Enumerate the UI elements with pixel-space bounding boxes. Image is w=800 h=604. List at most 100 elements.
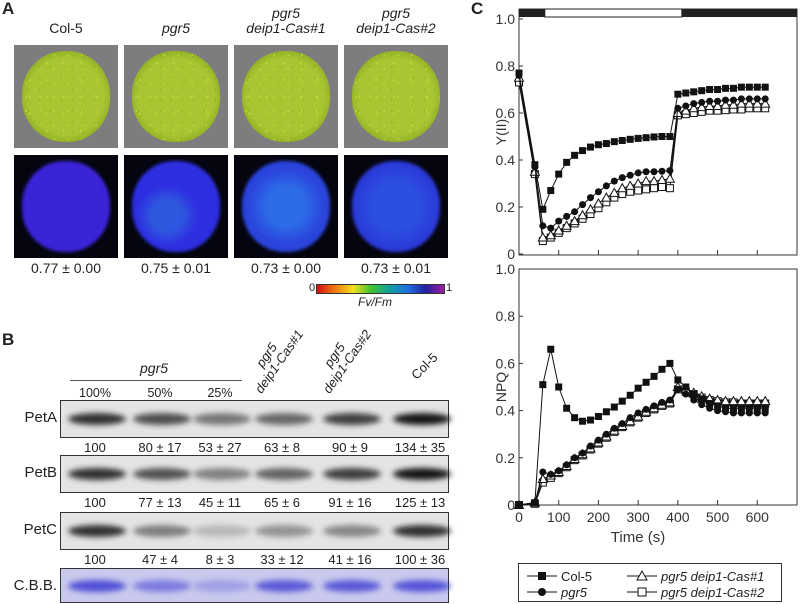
marker-filled-circle bbox=[714, 97, 722, 105]
marker-filled-circle bbox=[571, 208, 579, 216]
marker-filled-square bbox=[563, 158, 571, 166]
marker-filled-square bbox=[650, 372, 658, 380]
marker-filled-square bbox=[586, 416, 594, 424]
group-bracket-line bbox=[70, 380, 242, 381]
y-tick-label: 0.2 bbox=[496, 199, 516, 215]
marker-filled-circle bbox=[602, 182, 610, 190]
marker-filled-square bbox=[586, 143, 594, 151]
protein-band bbox=[393, 525, 451, 537]
plant-fluorescence bbox=[22, 161, 110, 252]
legend-item: Col-5 bbox=[527, 569, 592, 584]
marker-filled-circle bbox=[586, 442, 594, 450]
marker-filled-square bbox=[618, 397, 626, 405]
marker-filled-circle bbox=[579, 449, 587, 457]
genotype-title: pgr5 deip1-Cas#1 bbox=[231, 6, 341, 36]
marker-open-triangle bbox=[720, 395, 731, 406]
protein-band bbox=[68, 413, 126, 425]
marker-filled-square bbox=[722, 84, 730, 92]
y-tick-label: 1.0 bbox=[496, 261, 516, 277]
fluorescence-image bbox=[14, 155, 118, 258]
lane-label: 25% bbox=[207, 386, 233, 400]
quantification-value: 77 ± 13 bbox=[138, 495, 182, 510]
plant-fluorescence bbox=[132, 161, 220, 252]
colorbar-max: 1 bbox=[446, 282, 453, 294]
quantification-value: 100 bbox=[84, 440, 106, 455]
marker-filled-circle bbox=[610, 424, 618, 432]
marker-open-triangle bbox=[636, 569, 648, 581]
marker-open-triangle bbox=[648, 175, 660, 186]
marker-filled-circle bbox=[737, 95, 745, 103]
marker-filled-square bbox=[594, 141, 602, 149]
marker-filled-circle bbox=[538, 588, 546, 596]
marker-open-triangle bbox=[553, 224, 565, 235]
blot-cbb bbox=[60, 568, 451, 603]
marker-filled-circle bbox=[626, 414, 634, 422]
marker-open-triangle bbox=[736, 98, 747, 108]
marker-open-triangle bbox=[577, 209, 588, 220]
marker-filled-square bbox=[682, 89, 690, 97]
marker-open-triangle bbox=[640, 175, 652, 186]
blot-row-label: PetB bbox=[24, 464, 57, 481]
marker-filled-square bbox=[555, 383, 563, 391]
genotype-title-line2: pgr5 bbox=[161, 20, 191, 36]
marker-filled-circle bbox=[682, 102, 690, 110]
marker-filled-circle bbox=[753, 95, 761, 103]
protein-band bbox=[393, 579, 451, 592]
marker-filled-circle bbox=[658, 167, 666, 175]
quantification-value: 90 ± 9 bbox=[331, 440, 369, 455]
marker-filled-square bbox=[745, 83, 753, 91]
protein-band bbox=[133, 579, 191, 592]
x-tick-label: 100 bbox=[547, 509, 571, 525]
colorbar-min: 0 bbox=[309, 282, 316, 294]
protein-band bbox=[323, 468, 381, 480]
plant-photo bbox=[234, 45, 338, 148]
marker-open-triangle bbox=[656, 174, 668, 184]
protein-band bbox=[68, 579, 126, 592]
fluorescence-image bbox=[124, 155, 228, 258]
marker-filled-circle bbox=[650, 402, 658, 410]
protein-band bbox=[255, 579, 313, 592]
marker-filled-square bbox=[690, 390, 698, 398]
marker-open-triangle bbox=[608, 187, 620, 197]
series-pgr5-deip1-cas-1 bbox=[513, 72, 771, 242]
series-pgr5-deip1-cas-2 bbox=[515, 78, 770, 246]
marker-open-triangle bbox=[688, 102, 700, 113]
marker-open-triangle bbox=[728, 99, 739, 109]
marker-open-square bbox=[665, 184, 674, 193]
genotype-title-line1: pgr5 bbox=[381, 5, 411, 21]
plot-frame bbox=[518, 8, 798, 256]
series-col-5 bbox=[515, 69, 769, 213]
marker-filled-square bbox=[594, 413, 602, 420]
marker-filled-circle bbox=[745, 95, 753, 103]
quantification-value: 80 ± 17 bbox=[138, 440, 182, 455]
marker-open-triangle bbox=[537, 232, 549, 242]
marker-filled-circle bbox=[555, 217, 563, 225]
series-pgr5 bbox=[515, 71, 769, 232]
marker-open-triangle bbox=[728, 395, 739, 406]
legend-label: Col-5 bbox=[561, 569, 592, 584]
marker-open-triangle bbox=[704, 100, 715, 110]
plant-rosette bbox=[132, 51, 220, 142]
genotype-title-line1 bbox=[121, 6, 231, 21]
genotype-title-line2: deip1-Cas#1 bbox=[246, 20, 326, 36]
y-tick-label: 1.0 bbox=[496, 11, 516, 27]
marker-open-triangle bbox=[545, 229, 557, 240]
marker-filled-circle bbox=[698, 401, 706, 409]
y-tick-label: 0.8 bbox=[496, 308, 516, 324]
marker-open-square bbox=[642, 185, 651, 194]
quantification-value: 45 ± 11 bbox=[198, 495, 242, 510]
marker-filled-square bbox=[579, 147, 587, 155]
dark-period-bar bbox=[519, 9, 545, 17]
marker-filled-circle bbox=[729, 96, 737, 104]
marker-filled-circle bbox=[682, 390, 690, 398]
blot-row-label: PetA bbox=[24, 409, 57, 426]
marker-filled-square bbox=[753, 83, 761, 91]
protein-band bbox=[193, 525, 251, 537]
marker-open-triangle bbox=[751, 395, 763, 406]
marker-filled-square bbox=[515, 501, 523, 509]
marker-open-square bbox=[634, 186, 643, 195]
marker-filled-square bbox=[714, 402, 722, 410]
light-period-bar bbox=[544, 8, 683, 18]
quantification-value: 33 ± 12 bbox=[260, 552, 304, 567]
